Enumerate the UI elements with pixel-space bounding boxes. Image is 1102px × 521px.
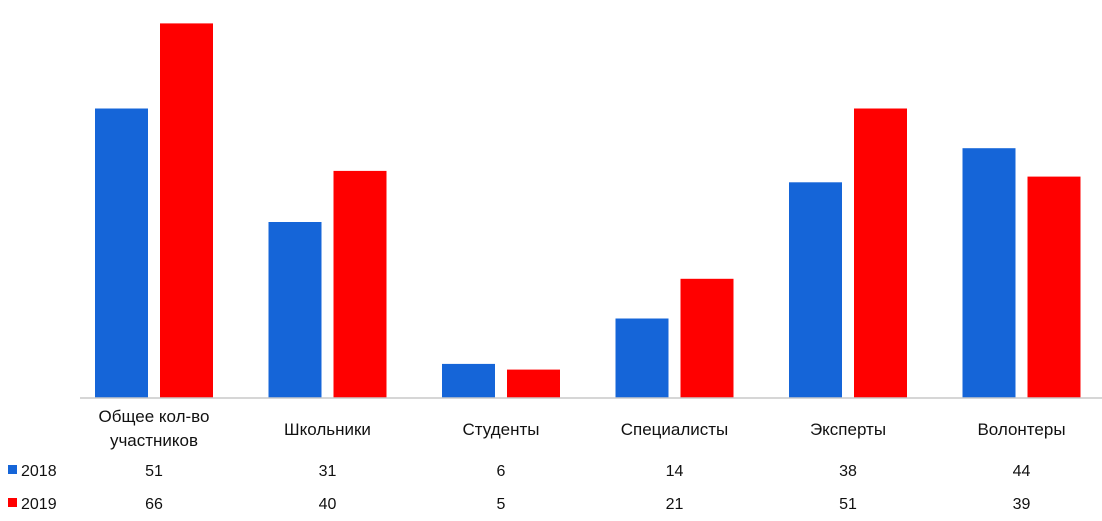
category-label-6: Волонтеры [977,420,1065,439]
category-labels: Общее кол-во участников Школьники Студенты С… [99,407,1066,450]
table-value-2019-4: 21 [666,496,684,513]
bar-2019-1 [160,23,213,399]
table-value-2018-1: 51 [145,463,163,480]
category-label-4: Специалисты [621,420,729,439]
category-label-1-line-2: участников [110,431,198,450]
category-label-1-line-1: Общее кол-во [99,407,210,426]
table-value-2019-5: 51 [839,496,857,513]
bar-2019-6 [1027,176,1081,398]
bar-2019-4 [680,278,734,398]
legend-label-2019: 2019 [21,496,57,513]
legend-label-2018: 2018 [21,463,57,480]
bar-2018-3 [442,363,495,398]
bar-2018-6 [962,148,1016,398]
table-value-2018-5: 38 [839,463,857,480]
bar-2018-4 [615,318,669,398]
category-label-3: Студенты [463,420,540,439]
legend-swatch-2019 [8,498,17,507]
table-value-2018-6: 44 [1013,463,1031,480]
bars-layer [95,23,1081,399]
category-label-2: Школьники [284,420,371,439]
table-value-2019-1: 66 [145,496,163,513]
category-label-5: Эксперты [810,420,886,439]
table-value-2018-3: 6 [497,463,506,480]
bar-2019-5 [854,108,907,398]
table-value-2019-2: 40 [319,496,337,513]
table-value-2018-2: 31 [319,463,337,480]
legend-swatch-2018 [8,465,17,474]
bar-2018-5 [789,182,842,398]
table-value-2018-4: 14 [666,463,684,480]
table-value-2019-6: 39 [1013,496,1031,513]
bar-2019-3 [507,369,560,398]
bar-2019-2 [333,170,387,398]
bar-2018-2 [268,222,322,398]
bar-2018-1 [95,108,148,398]
data-table: 2018 51 31 6 14 38 44 2019 66 40 5 21 51 39 [8,463,1031,513]
table-value-2019-3: 5 [497,496,506,513]
